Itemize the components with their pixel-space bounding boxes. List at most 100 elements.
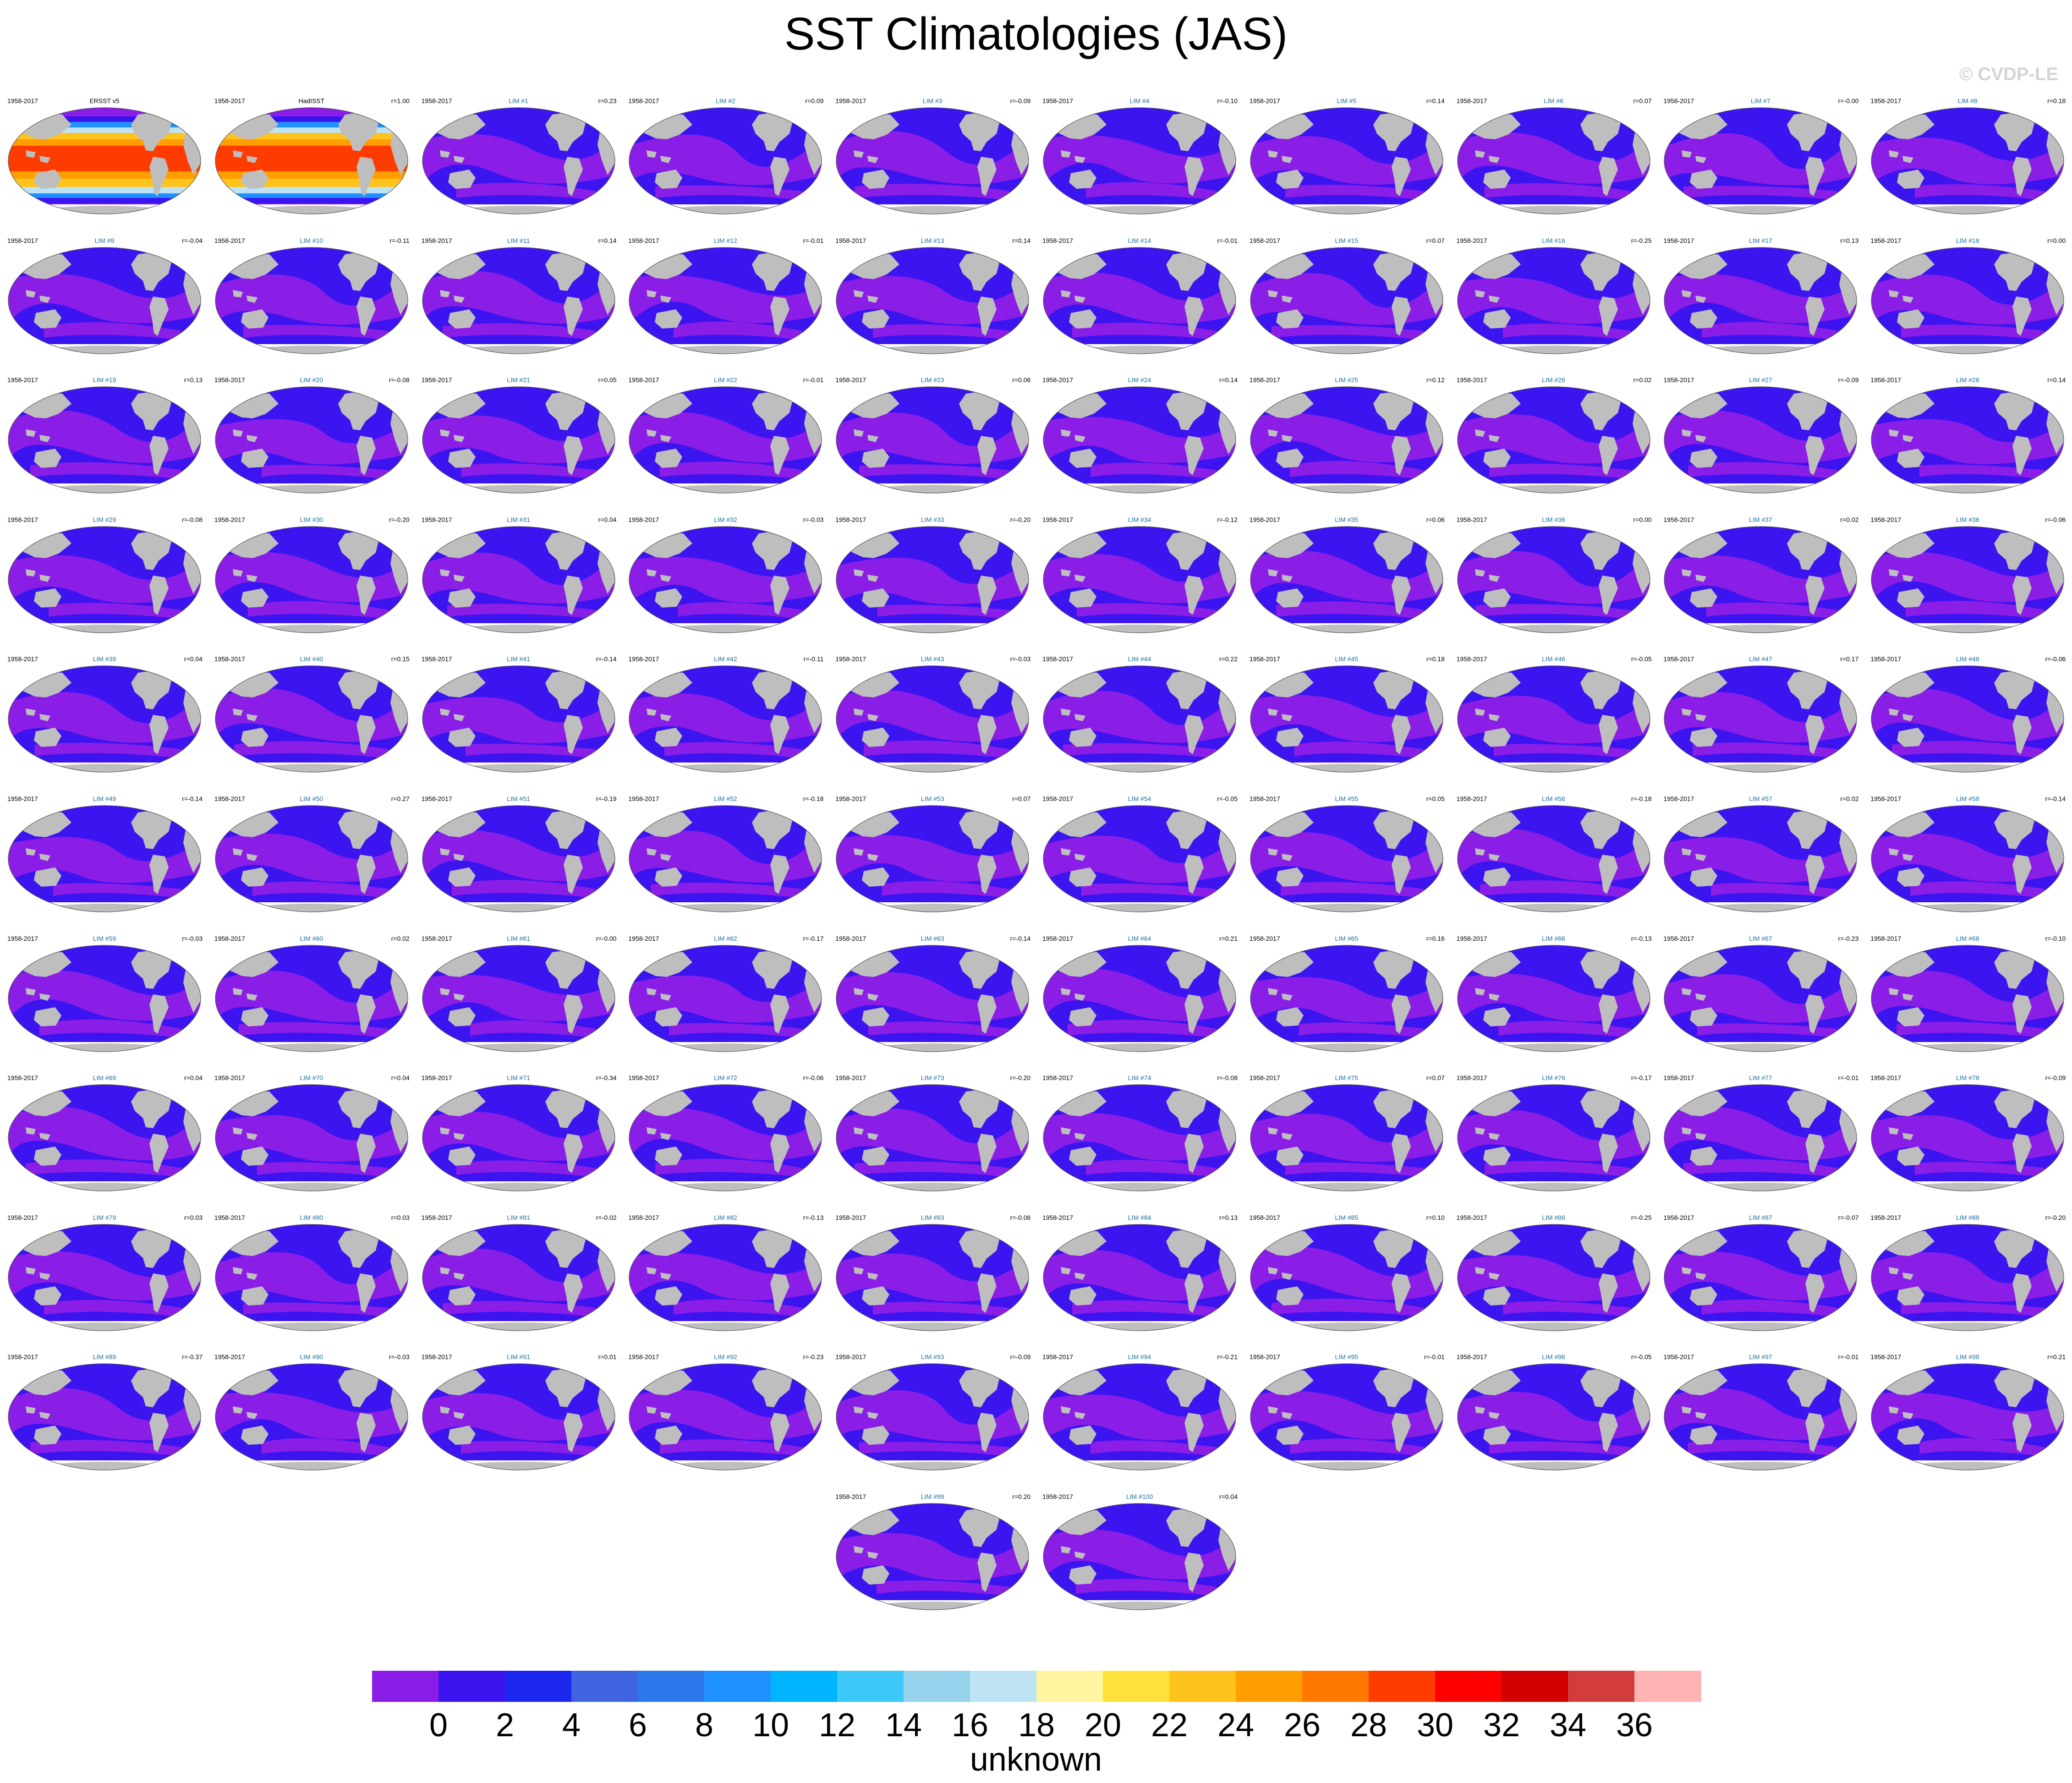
colorbar-swatch <box>1103 1671 1170 1702</box>
panel-title: LIM #36 <box>1542 516 1565 523</box>
panel-period: 1958-2017 <box>421 1353 452 1361</box>
map-panel: 1958-2017 LIM #62 r=-0.17 <box>625 934 826 1071</box>
map-panel: 1958-2017 LIM #45 r=0.18 <box>1246 654 1447 792</box>
map-panel: 1958-2017 LIM #8 r=0.18 <box>1867 96 2068 234</box>
map-panel: 1958-2017 LIM #57 r=0.02 <box>1660 794 1861 932</box>
colorbar-swatch <box>505 1671 572 1702</box>
world-map <box>629 386 822 494</box>
world-map <box>836 247 1029 354</box>
map-panel: 1958-2017 LIM #2 r=0.09 <box>625 96 826 234</box>
panel-correlation: r=-0.14 <box>2045 795 2066 802</box>
panel-title: LIM #8 <box>1957 97 1978 104</box>
panel-correlation: r=-0.25 <box>1631 236 1652 244</box>
world-map <box>1250 944 1443 1052</box>
panel-period: 1958-2017 <box>835 516 866 523</box>
panel-period: 1958-2017 <box>1870 1213 1902 1221</box>
panel-title: LIM #78 <box>1956 1074 1979 1082</box>
panel-title: LIM #40 <box>300 655 323 663</box>
panel-period: 1958-2017 <box>7 97 38 104</box>
panel-title: LIM #50 <box>300 795 323 802</box>
panel-correlation: r=0.14 <box>1426 97 1445 104</box>
map-panel: 1958-2017 LIM #71 r=-0.34 <box>418 1073 619 1211</box>
map-panel: 1958-2017 LIM #92 r=-0.23 <box>625 1352 826 1490</box>
map-panel: 1958-2017 LIM #53 r=0.07 <box>832 794 1033 932</box>
map-panel: 1958-2017 LIM #21 r=0.05 <box>418 375 619 513</box>
panel-title: LIM #2 <box>715 97 735 104</box>
world-map <box>422 665 615 773</box>
panel-title: LIM #55 <box>1335 795 1359 802</box>
panel-title: LIM #12 <box>714 236 737 244</box>
map-panel: 1958-2017 LIM #39 r=0.04 <box>4 654 205 792</box>
world-map <box>422 1363 615 1470</box>
world-map <box>629 526 822 633</box>
panel-period: 1958-2017 <box>1042 655 1073 663</box>
panel-title: LIM #66 <box>1542 934 1565 942</box>
world-map <box>8 944 201 1052</box>
panel-title: LIM #60 <box>300 934 323 942</box>
map-panel: 1958-2017 LIM #41 r=-0.14 <box>418 654 619 792</box>
world-map <box>1457 805 1650 912</box>
world-map <box>1871 247 2064 354</box>
panel-period: 1958-2017 <box>628 97 659 104</box>
map-panel: 1958-2017 LIM #64 r=0.21 <box>1039 934 1240 1071</box>
panel-period: 1958-2017 <box>1663 655 1694 663</box>
panel-correlation: r=-0.08 <box>1217 1074 1238 1082</box>
panel-period: 1958-2017 <box>214 934 245 942</box>
panel-title: LIM #46 <box>1542 655 1565 663</box>
panel-period: 1958-2017 <box>1042 1213 1073 1221</box>
panel-correlation: r=0.02 <box>1840 516 1859 523</box>
panel-period: 1958-2017 <box>1249 516 1280 523</box>
panel-period: 1958-2017 <box>1870 1074 1902 1082</box>
map-panel: 1958-2017 LIM #49 r=-0.14 <box>4 794 205 932</box>
panel-correlation: r=0.05 <box>598 376 617 384</box>
panel-title: LIM #67 <box>1749 934 1772 942</box>
panel-period: 1958-2017 <box>1042 1353 1073 1361</box>
panel-title: LIM #79 <box>93 1213 116 1221</box>
colorbar-tick: 8 <box>695 1707 714 1744</box>
panel-title: LIM #13 <box>921 236 944 244</box>
panel-period: 1958-2017 <box>628 1074 659 1082</box>
panel-correlation: r=0.13 <box>184 376 203 384</box>
panel-period: 1958-2017 <box>214 376 245 384</box>
world-map <box>1664 107 1857 214</box>
world-map <box>215 247 408 354</box>
panel-period: 1958-2017 <box>628 1353 659 1361</box>
world-map <box>836 944 1029 1052</box>
panel-correlation: r=0.14 <box>598 236 617 244</box>
panel-title: LIM #25 <box>1335 376 1359 384</box>
panel-correlation: r=-0.09 <box>1010 97 1031 104</box>
panel-title: LIM #73 <box>921 1074 944 1082</box>
world-map <box>1043 1224 1236 1331</box>
watermark: © CVDP-LE <box>1959 64 2058 84</box>
map-panel: 1958-2017 LIM #46 r=-0.05 <box>1453 654 1655 792</box>
panel-title: LIM #26 <box>1542 376 1565 384</box>
world-map <box>8 386 201 494</box>
panel-period: 1958-2017 <box>835 97 866 104</box>
map-panel: 1958-2017 LIM #94 r=-0.21 <box>1039 1352 1240 1490</box>
map-panel: 1958-2017 LIM #72 r=-0.06 <box>625 1073 826 1211</box>
colorbar-tick: 36 <box>1616 1707 1653 1744</box>
map-panel: 1958-2017 LIM #60 r=0.02 <box>211 934 412 1071</box>
panel-title: LIM #77 <box>1749 1074 1772 1082</box>
panel-period: 1958-2017 <box>214 97 245 104</box>
colorbar-tick: 24 <box>1217 1707 1255 1744</box>
panel-correlation: r=0.23 <box>598 97 617 104</box>
panel-period: 1958-2017 <box>421 795 452 802</box>
panel-period: 1958-2017 <box>1663 236 1694 244</box>
panel-correlation: r=-0.23 <box>1838 934 1859 942</box>
panel-period: 1958-2017 <box>1249 934 1280 942</box>
map-panel: 1958-2017 LIM #100 r=0.04 <box>1039 1492 1240 1629</box>
panel-period: 1958-2017 <box>7 1213 38 1221</box>
panel-title: LIM #4 <box>1129 97 1150 104</box>
panel-correlation: r=-0.01 <box>803 236 824 244</box>
panel-title: LIM #30 <box>300 516 323 523</box>
panel-correlation: r=-0.08 <box>182 516 203 523</box>
map-panel: 1958-2017 LIM #76 r=-0.17 <box>1453 1073 1655 1211</box>
panel-correlation: r=-0.06 <box>1010 1213 1031 1221</box>
map-panel: 1958-2017 LIM #26 r=0.02 <box>1453 375 1655 513</box>
panel-period: 1958-2017 <box>628 236 659 244</box>
panel-period: 1958-2017 <box>421 934 452 942</box>
world-map <box>1664 247 1857 354</box>
panel-correlation: r=0.22 <box>1219 655 1238 663</box>
panel-title: LIM #14 <box>1128 236 1151 244</box>
